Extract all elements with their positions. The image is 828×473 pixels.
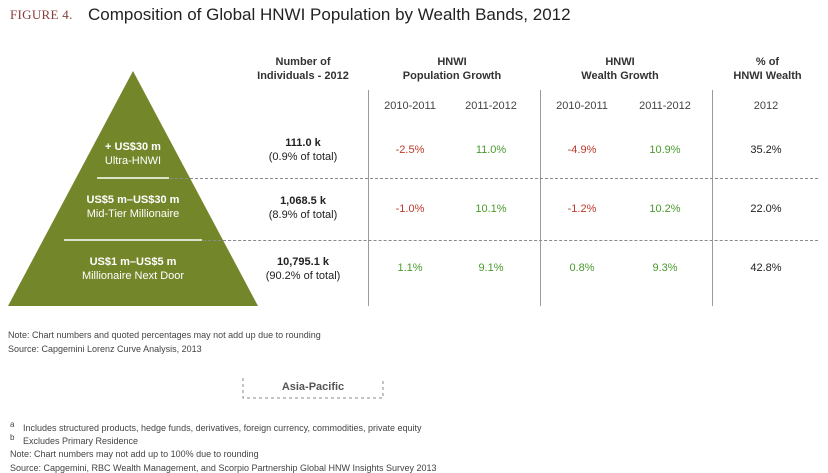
count-value: 10,795.1 k — [277, 256, 329, 268]
footnote-note: Note: Chart numbers may not add up to 10… — [10, 449, 259, 459]
pyramid-shape — [8, 71, 258, 306]
footnote-b: b Excludes Primary Residence — [10, 433, 138, 446]
value-cell: 10.9% — [649, 144, 681, 156]
value-cell: 0.8% — [569, 262, 595, 274]
band-name: Mid-Tier Millionaire — [86, 208, 180, 220]
value-cell: -1.0% — [395, 203, 425, 215]
band-label-mid-tier: US$5 m–US$30 m Mid-Tier Millionaire — [58, 193, 208, 221]
value-cell: 11.0% — [475, 144, 507, 156]
footnote-text: Excludes Primary Residence — [22, 436, 139, 446]
row-divider — [170, 178, 818, 179]
header-wealth-line1: HNWI — [605, 56, 635, 68]
header-pop-line2: Population Growth — [402, 70, 502, 82]
value-cell: 1.1% — [397, 262, 423, 274]
header-count-line2: Individuals - 2012 — [257, 70, 349, 82]
column-divider — [368, 90, 369, 306]
column-divider — [540, 90, 541, 306]
header-population-growth: HNWI Population Growth — [382, 55, 522, 83]
count-value: 111.0 k — [285, 137, 321, 149]
band-range: + US$30 m — [105, 141, 161, 153]
chart-source: Source: Capgemini Lorenz Curve Analysis,… — [8, 344, 202, 354]
value-cell: 35.2% — [750, 144, 782, 156]
chart-note: Note: Chart numbers and quoted percentag… — [8, 330, 321, 340]
value-cell: 22.0% — [750, 203, 782, 215]
header-wealth-growth: HNWI Wealth Growth — [555, 55, 685, 83]
footnote-marker: b — [10, 433, 15, 442]
count-share: (8.9% of total) — [268, 209, 338, 221]
value-cell: 9.1% — [478, 262, 504, 274]
subheader-share-year: 2012 — [753, 100, 779, 112]
footnote-marker: a — [10, 420, 15, 429]
footnote-source: Source: Capgemini, RBC Wealth Management… — [10, 463, 437, 473]
subheader-pop-2012: 2011-2012 — [465, 100, 517, 112]
count-value: 1,068.5 k — [280, 195, 326, 207]
footnote-text: Includes structured products, hedge fund… — [22, 423, 422, 433]
count-cell: 111.0 k (0.9% of total) — [248, 136, 358, 164]
count-share: (0.9% of total) — [268, 151, 338, 163]
header-wealth-line2: Wealth Growth — [581, 70, 659, 82]
subheader-wealth-2011: 2010-2011 — [556, 100, 608, 112]
header-pop-line1: HNWI — [437, 56, 467, 68]
value-cell: 42.8% — [750, 262, 782, 274]
header-share-line1: % of — [755, 56, 780, 68]
band-label-next-door: US$1 m–US$5 m Millionaire Next Door — [53, 255, 213, 283]
value-cell: 10.1% — [475, 203, 507, 215]
subheader-wealth-2012: 2011-2012 — [639, 100, 691, 112]
value-cell: -4.9% — [567, 144, 597, 156]
header-count-line1: Number of — [275, 56, 331, 68]
header-wealth-share: % of HNWI Wealth — [720, 55, 815, 83]
value-cell: -2.5% — [395, 144, 425, 156]
asia-pacific-bracket — [242, 378, 384, 399]
value-cell: -1.2% — [567, 203, 597, 215]
subheader-pop-2011: 2010-2011 — [384, 100, 436, 112]
chart-title: Composition of Global HNWI Population by… — [88, 5, 571, 24]
value-cell: 10.2% — [649, 203, 681, 215]
column-divider — [712, 90, 713, 306]
band-range: US$1 m–US$5 m — [89, 256, 177, 268]
header-share-line2: HNWI Wealth — [733, 70, 802, 82]
band-label-ultra-hnwi: + US$30 m Ultra-HNWI — [73, 140, 193, 168]
value-cell: 9.3% — [652, 262, 678, 274]
footnote-a: a Includes structured products, hedge fu… — [10, 420, 422, 433]
asia-pacific-label[interactable]: Asia-Pacific — [281, 381, 345, 393]
figure-label: FIGURE 4. — [10, 7, 73, 22]
band-name: Ultra-HNWI — [104, 155, 162, 167]
count-cell: 1,068.5 k (8.9% of total) — [248, 194, 358, 222]
count-share: (90.2% of total) — [265, 270, 341, 282]
band-range: US$5 m–US$30 m — [86, 194, 180, 206]
header-count: Number of Individuals - 2012 — [248, 55, 358, 83]
row-divider — [203, 240, 818, 241]
band-name: Millionaire Next Door — [81, 270, 185, 282]
count-cell: 10,795.1 k (90.2% of total) — [248, 255, 358, 283]
